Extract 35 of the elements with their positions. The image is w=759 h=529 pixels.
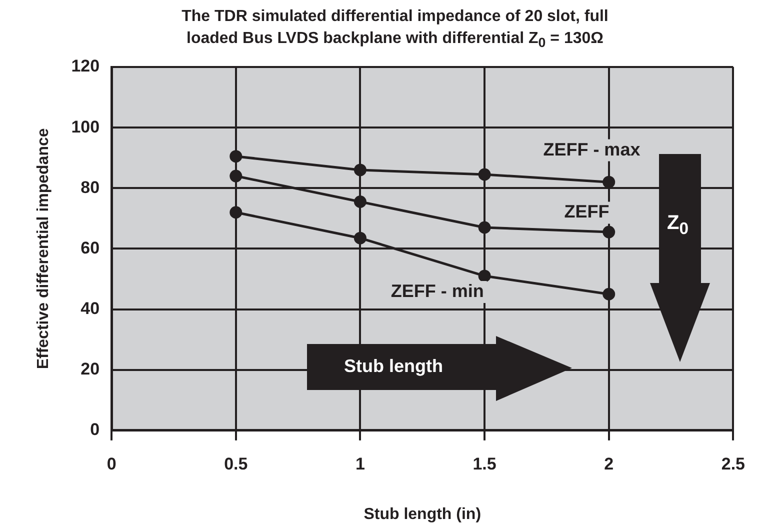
point	[230, 150, 242, 163]
right-arrow: Stub length	[307, 336, 572, 401]
point	[602, 226, 616, 238]
x-tick-label: 1.5	[472, 454, 496, 474]
series-label: ZEFF - max	[543, 139, 640, 160]
chart-title: The TDR simulated differential impedance of 20 slot, full loaded Bus LVDS backplane with differential Z$_{0}$ = 130Ω	[180, 7, 610, 52]
x-tick-label: 0.5	[224, 454, 248, 474]
y-tick-label: 0	[90, 420, 100, 440]
y-tick-label: 60	[80, 238, 100, 258]
point	[354, 196, 366, 208]
x-tick-label: 2.5	[721, 454, 746, 474]
x-tick-label: 2	[604, 454, 614, 474]
point	[354, 232, 366, 244]
y-axis-title: Effective differential impedance	[35, 128, 52, 370]
point	[230, 170, 242, 182]
y-tick-label: 20	[80, 360, 100, 379]
point	[478, 221, 491, 234]
annotation: Z$_{0}$	[667, 212, 688, 239]
series-label: ZEFF - min	[390, 280, 484, 301]
point	[602, 176, 616, 188]
annotation: Stub length	[344, 356, 443, 377]
x-tick-label: 1	[355, 454, 365, 474]
y-tick-label: 40	[80, 298, 100, 318]
y-tick-label: 80	[80, 178, 100, 197]
point	[602, 288, 616, 300]
series-label: ZEFF	[564, 202, 610, 222]
y-tick-label: 100	[71, 117, 100, 136]
x-axis-title: Stub length (in)	[364, 506, 482, 523]
x-tick-label: 0	[106, 454, 116, 474]
y-tick-label: 120	[71, 56, 100, 76]
point	[478, 270, 491, 282]
point	[478, 168, 491, 181]
point	[230, 206, 242, 219]
point	[354, 164, 366, 176]
down-arrow: Z$_{0}$	[650, 154, 710, 362]
